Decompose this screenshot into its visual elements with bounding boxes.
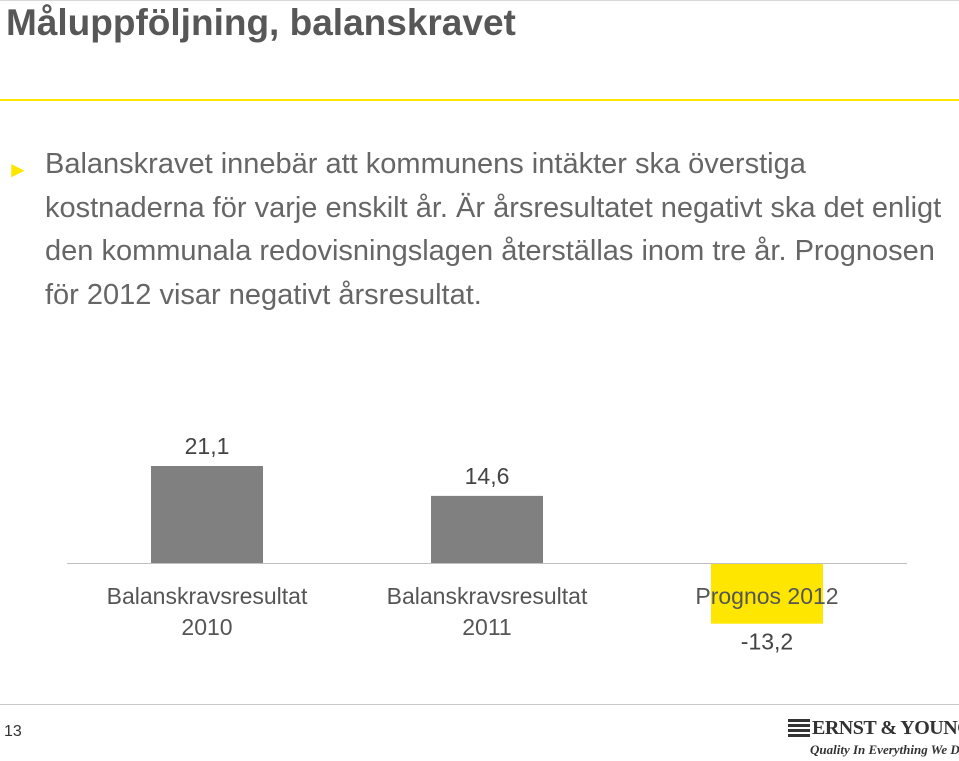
data-label-1: 14,6: [465, 463, 510, 489]
category-label-1-0: Balanskravsresultat: [387, 583, 588, 609]
bullet-text: Balanskravet innebär att kommunens intäk…: [45, 148, 942, 311]
logo-tagline: Quality In Everything We Do: [810, 742, 959, 757]
ernst-young-logo: ERNST & YOUNG Quality In Everything We D…: [788, 716, 959, 758]
category-label-1-1: 2011: [462, 614, 511, 640]
ey-logo-mark-icon: [788, 719, 810, 737]
slide-title: Måluppföljning, balanskravet: [6, 2, 516, 43]
page-number: 13: [4, 723, 22, 740]
logo-name: ERNST & YOUNG: [812, 717, 959, 739]
category-label-2-0: Prognos 2012: [695, 583, 838, 609]
category-label-0-0: Balanskravsresultat: [107, 583, 308, 609]
bar-2: [711, 563, 823, 624]
footer-rule: [0, 704, 959, 705]
data-label-0: 21,1: [185, 433, 230, 459]
bar-chart-svg: 21,1 Balanskravsresultat 2010 14,6 Balanskra…: [67, 433, 907, 655]
bar-1: [431, 495, 543, 563]
bar-chart: 21,1 Balanskravsresultat 2010 14,6 Balanskra…: [0, 420, 959, 680]
data-label-2: -13,2: [741, 629, 793, 655]
top-rule: [0, 0, 959, 1]
bar-0: [151, 466, 263, 563]
bullet-arrow-icon: ►: [7, 157, 29, 182]
title-underline: [0, 99, 959, 101]
category-label-0-1: 2010: [181, 614, 232, 640]
